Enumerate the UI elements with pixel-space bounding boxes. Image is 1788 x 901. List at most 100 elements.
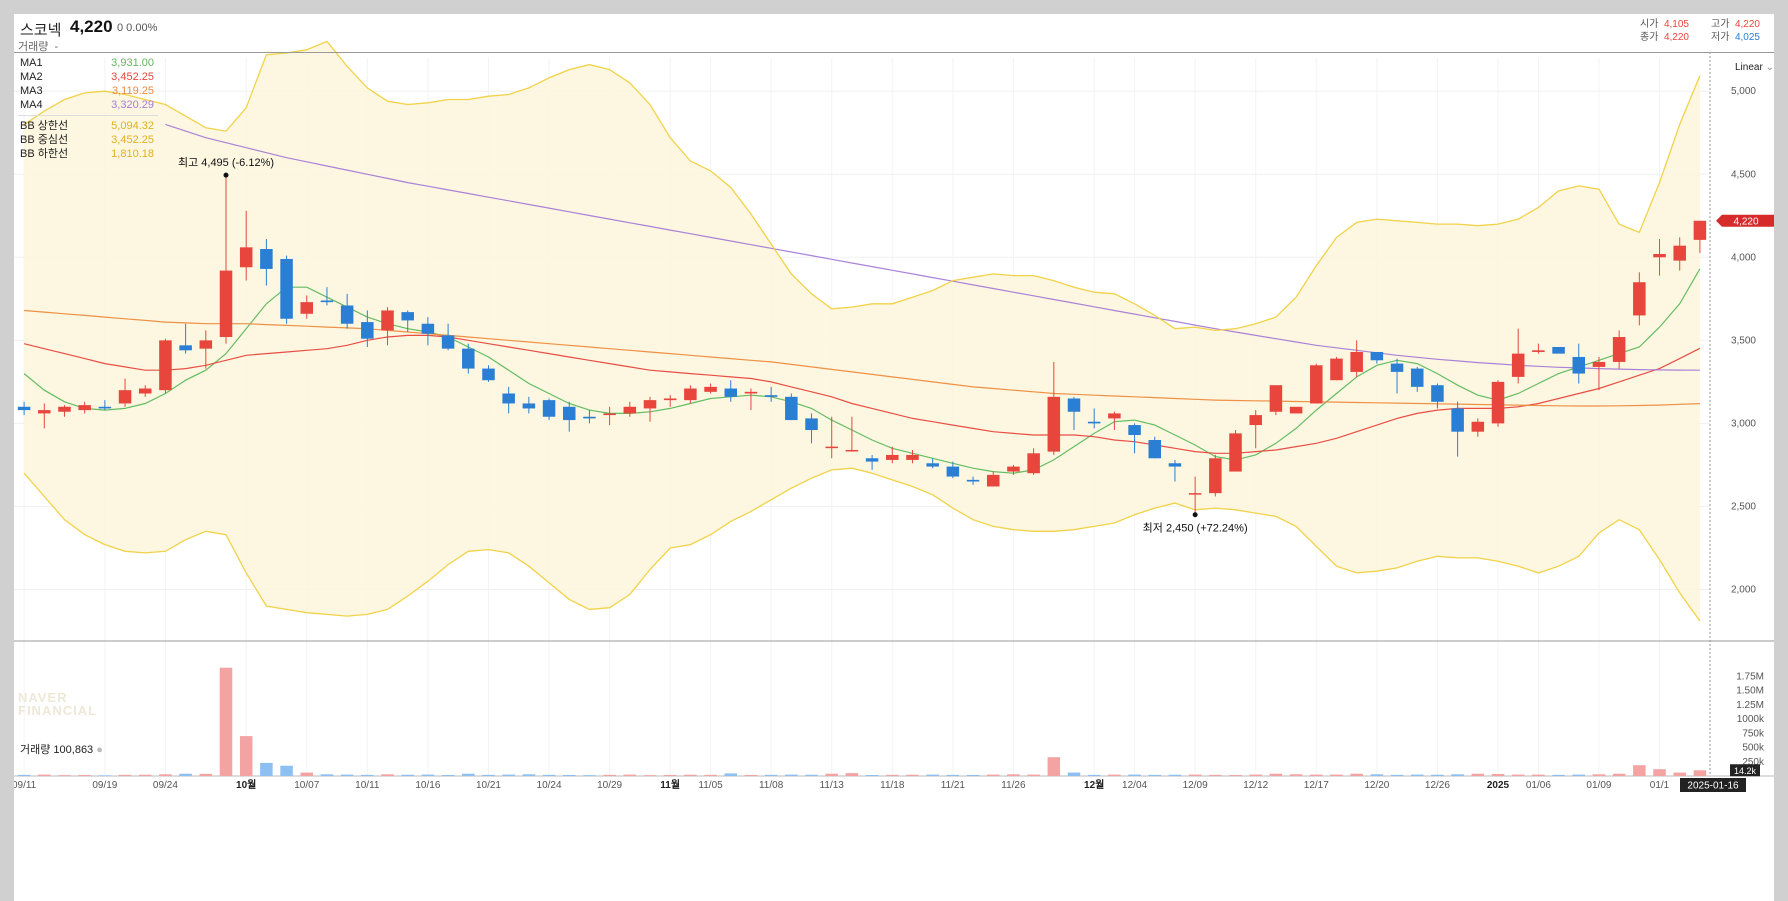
candle-body-42 <box>865 458 879 462</box>
annotation-label-0: 최고 4,495 (-6.12%) <box>178 156 274 169</box>
candle-body-19 <box>401 312 414 321</box>
close-price: 종가 4,220 <box>1640 28 1689 43</box>
current-price-label: 4,220 <box>1733 216 1758 227</box>
date-tick-17: 12월 <box>1084 779 1104 791</box>
high-price: 고가 4,220 <box>1711 15 1760 30</box>
volume-bar-34 <box>704 774 717 776</box>
naver-financial-watermark: NAVER FINANCIAL <box>18 691 97 717</box>
candle-body-55 <box>1128 425 1141 436</box>
open-value: 4,105 <box>1663 19 1689 30</box>
date-tick-6: 10/16 <box>415 780 440 791</box>
volume-tick-2: 750k <box>1742 728 1765 739</box>
series-line-4 <box>23 40 1701 332</box>
candle-body-16 <box>340 305 354 324</box>
candle-body-23 <box>482 368 495 381</box>
candle-body-25 <box>522 403 536 409</box>
candle-body-13 <box>280 258 293 319</box>
volume-bar-33 <box>684 774 697 776</box>
legend-divider <box>18 115 158 116</box>
volume-bar-39 <box>805 774 818 776</box>
candle-body-11 <box>239 247 253 268</box>
candle-body-38 <box>785 396 798 421</box>
volume-bar-69 <box>1410 774 1424 776</box>
bb-legend-value-1: 3,452.25 <box>111 134 154 146</box>
volume-bar-62 <box>1269 773 1283 776</box>
date-tick-19: 12/09 <box>1183 780 1208 791</box>
volume-bar-25 <box>522 774 536 776</box>
bb-legend-value-0: 5,094.32 <box>111 120 154 132</box>
candle-body-66 <box>1350 351 1363 372</box>
open-price: 시가 4,105 <box>1640 15 1689 30</box>
date-tick-11: 11/05 <box>698 780 723 791</box>
low-value: 4,025 <box>1734 32 1760 43</box>
date-tick-7: 10/21 <box>476 780 501 791</box>
close-label: 종가 <box>1640 32 1659 43</box>
volume-bar-10 <box>219 667 233 776</box>
bb-legend-row-1: BB 중심선 3,452.25 <box>14 133 154 147</box>
price-tick-5: 4,500 <box>1731 169 1756 180</box>
candle-body-7 <box>159 340 172 391</box>
candle-body-78 <box>1592 361 1606 367</box>
stock-chart[interactable]: 최고 4,495 (-6.12%) 최저 2,450 (+72.24%) 2,000… <box>14 14 1774 901</box>
date-tick-0: 09/11 <box>14 780 37 791</box>
scale-selector[interactable]: Linear ⌄ <box>1735 62 1774 73</box>
date-tick-20: 12/12 <box>1243 780 1268 791</box>
volume-bar-45 <box>926 774 939 776</box>
volume-bar-42 <box>865 774 879 776</box>
candle-body-34 <box>704 386 717 392</box>
volume-bar-56 <box>1148 774 1162 776</box>
volume-bar-36 <box>744 774 758 776</box>
chart-header: 스코넥 4,220 0 0.00% 거래량 - 시가 4,105 고가 4,22… <box>14 14 1774 53</box>
volume-bar-80 <box>1633 765 1646 776</box>
high-value: 4,220 <box>1734 19 1760 30</box>
candle-body-65 <box>1330 358 1343 381</box>
volume-bar-11 <box>239 736 253 776</box>
volume-bar-14 <box>300 772 314 776</box>
volume-bar-12 <box>260 762 273 776</box>
candle-body-35 <box>724 388 738 397</box>
candle-body-52 <box>1067 398 1081 412</box>
volume-bar-50 <box>1027 774 1040 776</box>
settings-dot-icon[interactable]: ● <box>96 744 103 756</box>
volume-bar-2 <box>58 775 71 776</box>
volume-bar-73 <box>1491 774 1505 776</box>
candle-body-28 <box>583 416 596 419</box>
date-tick-5: 10/11 <box>355 780 380 791</box>
candle-body-77 <box>1572 356 1586 374</box>
volume-bar-64 <box>1310 774 1323 776</box>
candle-body-72 <box>1471 421 1485 432</box>
bb-legend-name-1: BB 중심선 <box>20 134 69 146</box>
ma-legend-value-0: 3,931.00 <box>111 57 154 69</box>
candle-body-62 <box>1269 385 1283 412</box>
candle-body-81 <box>1653 253 1666 258</box>
volume-bar-3 <box>78 774 91 776</box>
volume-bar-17 <box>361 774 374 776</box>
volume-bar-22 <box>462 773 475 776</box>
date-tick-21: 12/17 <box>1304 780 1329 791</box>
header-volume-value: - <box>54 41 59 53</box>
annotation-dot-1 <box>1192 512 1198 518</box>
volume-bar-15 <box>320 774 334 776</box>
volume-bar-67 <box>1370 774 1384 776</box>
volume-bar-23 <box>482 774 495 776</box>
volume-bar-0 <box>17 774 31 776</box>
candles <box>17 175 1707 515</box>
volume-bar-57 <box>1168 774 1182 776</box>
header-volume: 거래량 - <box>18 38 58 54</box>
volume-bar-58 <box>1188 774 1202 776</box>
volume-bars <box>17 667 1707 776</box>
series-line-3 <box>165 123 1700 371</box>
volume-bar-82 <box>1673 772 1686 776</box>
candle-body-14 <box>300 302 314 314</box>
volume-bar-37 <box>764 774 778 776</box>
ma-legend-row-2: MA3 3,119.25 <box>14 84 154 98</box>
volume-bar-76 <box>1552 774 1565 776</box>
candle-body-41 <box>845 449 859 452</box>
date-tick-23: 12/26 <box>1425 780 1450 791</box>
bollinger-band-fill <box>24 41 1700 622</box>
candle-body-3 <box>78 405 91 411</box>
volume-bar-63 <box>1289 774 1303 776</box>
bb-legend-row-2: BB 하한선 1,810.18 <box>14 147 154 161</box>
date-tick-22: 12/20 <box>1364 780 1389 791</box>
current-price-badge <box>1716 214 1774 227</box>
